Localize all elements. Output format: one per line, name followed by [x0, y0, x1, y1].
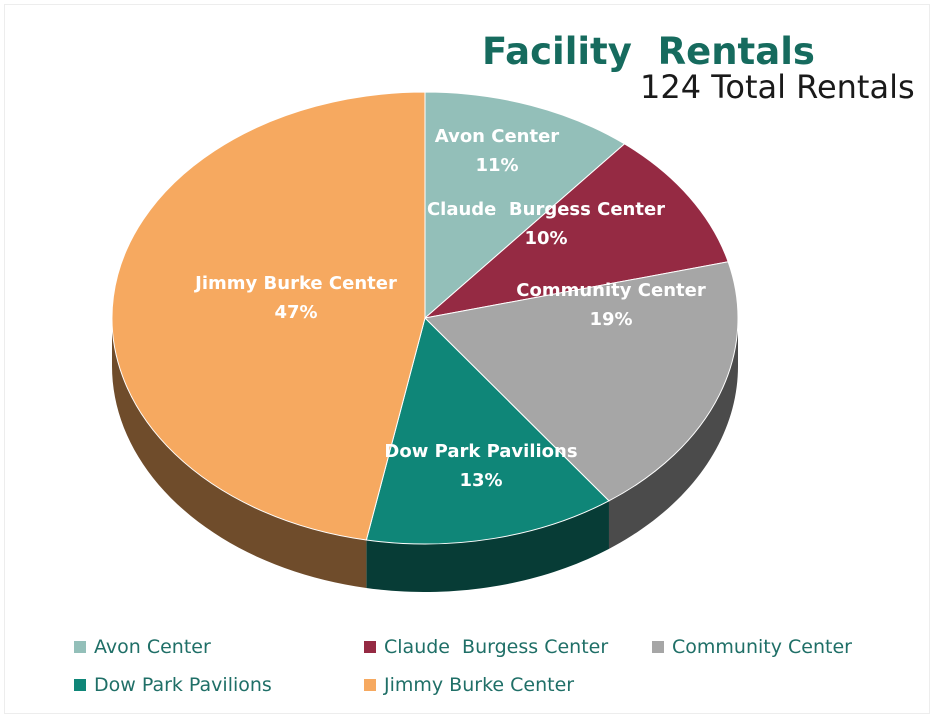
pie-labels: Avon Center 11% Claude Burgess Center 10…	[193, 126, 706, 491]
pie-tops	[111, 91, 739, 545]
slice-label-community-center: Community Center	[516, 280, 706, 301]
legend-swatch-jimmy-burke-center	[364, 679, 376, 691]
slice-value-claude-burgess-center: 10%	[524, 228, 567, 249]
legend-label-dow-park-pavilions: Dow Park Pavilions	[94, 674, 272, 696]
chart-title: Facility Rentals	[482, 30, 815, 73]
pie-side-dow-park-pavilions	[366, 500, 609, 592]
pie-side-jimmy-burke-center	[112, 318, 367, 588]
slice-label-avon-center: Avon Center	[435, 126, 560, 147]
legend-item-community-center: Community Center	[652, 634, 852, 660]
chart-legend: Avon Center Claude Burgess Center Commun…	[74, 634, 894, 710]
slice-label-claude-burgess-center: Claude Burgess Center	[427, 199, 665, 220]
pie-sides	[112, 318, 738, 592]
legend-item-avon-center: Avon Center	[74, 634, 211, 660]
chart-frame	[4, 4, 930, 714]
legend-label-jimmy-burke-center: Jimmy Burke Center	[384, 674, 575, 696]
legend-swatch-claude-burgess-center	[364, 641, 376, 653]
legend-item-claude-burgess-center: Claude Burgess Center	[364, 634, 608, 660]
legend-label-community-center: Community Center	[672, 636, 852, 658]
legend-label-claude-burgess-center: Claude Burgess Center	[384, 636, 609, 658]
slice-value-community-center: 19%	[589, 309, 632, 330]
slice-value-dow-park-pavilions: 13%	[459, 470, 502, 491]
slice-value-jimmy-burke-center: 47%	[274, 302, 317, 323]
pie-side-community-center	[608, 318, 738, 549]
legend-swatch-dow-park-pavilions	[74, 679, 86, 691]
slice-label-dow-park-pavilions: Dow Park Pavilions	[384, 441, 577, 462]
pie-slice-claude-burgess-center	[423, 143, 729, 319]
legend-swatch-avon-center	[74, 641, 86, 653]
slice-value-avon-center: 11%	[475, 155, 518, 176]
legend-item-dow-park-pavilions: Dow Park Pavilions	[74, 672, 272, 698]
pie-slice-avon-center	[424, 91, 626, 320]
legend-label-avon-center: Avon Center	[94, 636, 211, 658]
legend-item-jimmy-burke-center: Jimmy Burke Center	[364, 672, 574, 698]
pie-slice-dow-park-pavilions	[365, 317, 610, 545]
legend-swatch-community-center	[652, 641, 664, 653]
slice-label-jimmy-burke-center: Jimmy Burke Center	[193, 273, 397, 294]
pie-slice-jimmy-burke-center	[111, 91, 426, 541]
chart-subtitle: 124 Total Rentals	[640, 68, 915, 106]
pie-slice-community-center	[423, 261, 739, 502]
